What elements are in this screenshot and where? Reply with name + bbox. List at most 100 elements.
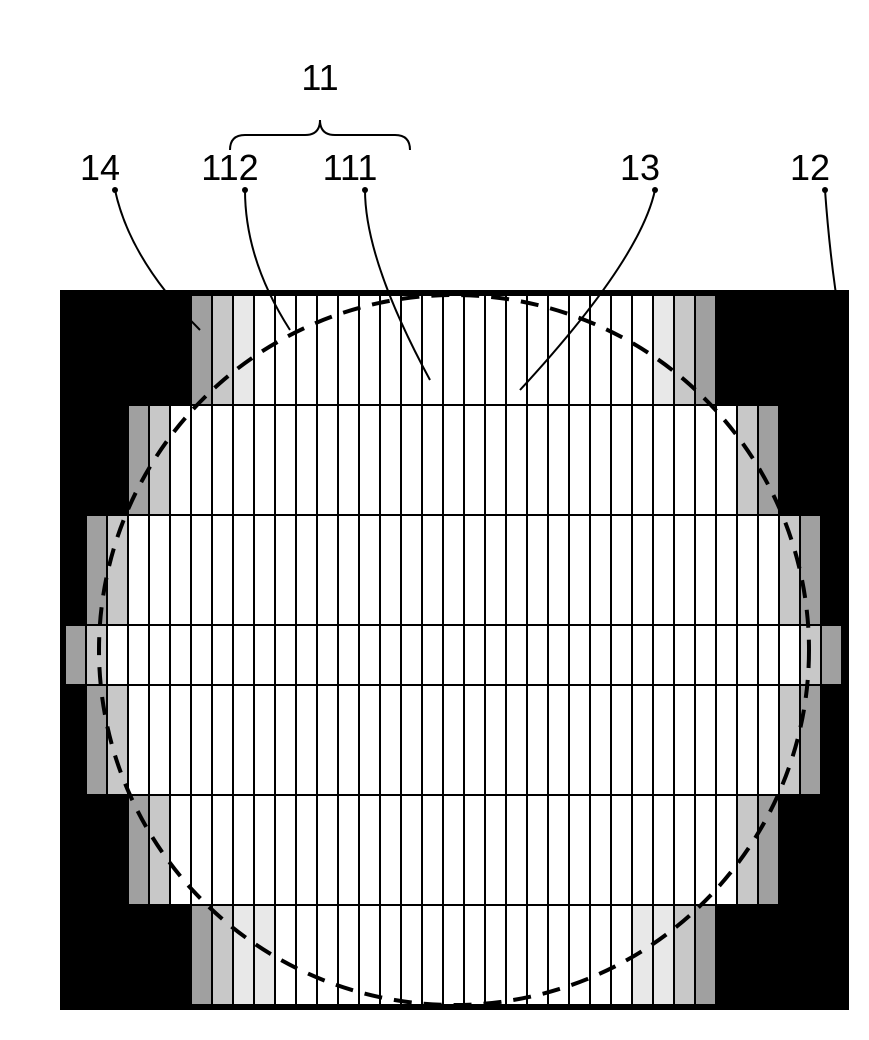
grid-cell bbox=[191, 685, 212, 795]
grid-cell bbox=[716, 685, 737, 795]
grid-cell bbox=[737, 625, 758, 685]
grid-cell bbox=[422, 625, 443, 685]
grid-cell bbox=[65, 625, 86, 685]
grid-cell bbox=[359, 905, 380, 1005]
grid-cell bbox=[548, 685, 569, 795]
grid-cell bbox=[128, 625, 149, 685]
grid-cell bbox=[422, 905, 443, 1005]
grid-cell bbox=[506, 685, 527, 795]
grid-cell bbox=[317, 905, 338, 1005]
grid-cell bbox=[632, 515, 653, 625]
grid-cell bbox=[611, 795, 632, 905]
grid-cell bbox=[422, 795, 443, 905]
grid-cell bbox=[212, 625, 233, 685]
grid-cell bbox=[317, 685, 338, 795]
grid-cell bbox=[149, 685, 170, 795]
grid-cell bbox=[611, 685, 632, 795]
grid-cell bbox=[569, 405, 590, 515]
label-l111: 111 bbox=[323, 147, 378, 188]
grid-cell bbox=[380, 625, 401, 685]
grid-cell bbox=[296, 405, 317, 515]
grid-cell bbox=[254, 905, 275, 1005]
grid-cell bbox=[296, 295, 317, 405]
grid-cell bbox=[233, 685, 254, 795]
grid-cell bbox=[695, 685, 716, 795]
grid-cell bbox=[590, 295, 611, 405]
grid-cell bbox=[380, 905, 401, 1005]
grid-cell bbox=[170, 795, 191, 905]
grid-cell bbox=[212, 405, 233, 515]
grid-cell bbox=[422, 405, 443, 515]
grid-cell bbox=[443, 795, 464, 905]
diagram-container: 14112111111312 bbox=[20, 20, 869, 1020]
grid-cell bbox=[233, 515, 254, 625]
grid-cell bbox=[506, 795, 527, 905]
grid-cell bbox=[296, 795, 317, 905]
grid-cell bbox=[653, 625, 674, 685]
grid-cell bbox=[548, 795, 569, 905]
label-l112: 112 bbox=[201, 147, 258, 188]
grid-cell bbox=[107, 625, 128, 685]
grid-cell bbox=[128, 685, 149, 795]
grid-cell bbox=[359, 625, 380, 685]
grid-cell bbox=[695, 515, 716, 625]
grid-cell bbox=[191, 795, 212, 905]
grid-cell bbox=[149, 405, 170, 515]
grid-cell bbox=[338, 515, 359, 625]
grid-cell bbox=[506, 295, 527, 405]
grid-cell bbox=[149, 625, 170, 685]
grid-cell bbox=[380, 515, 401, 625]
grid-cell bbox=[527, 295, 548, 405]
grid-cell bbox=[506, 405, 527, 515]
grid-cell bbox=[317, 295, 338, 405]
grid-cell bbox=[380, 685, 401, 795]
grid-cell bbox=[800, 515, 821, 625]
grid-cell bbox=[149, 515, 170, 625]
grid-cell bbox=[275, 685, 296, 795]
label-l12: 12 bbox=[790, 147, 830, 188]
grid-cell bbox=[254, 625, 275, 685]
grid-cell bbox=[821, 625, 842, 685]
grid-cell bbox=[569, 515, 590, 625]
grid-cell bbox=[422, 295, 443, 405]
grid-cell bbox=[506, 515, 527, 625]
grid-cell bbox=[569, 685, 590, 795]
grid-cell bbox=[233, 295, 254, 405]
grid-cell bbox=[737, 685, 758, 795]
grid-cell bbox=[611, 905, 632, 1005]
grid-cell bbox=[338, 795, 359, 905]
grid-cell bbox=[653, 905, 674, 1005]
grid-cell bbox=[800, 685, 821, 795]
grid-cell bbox=[779, 625, 800, 685]
grid-cell bbox=[212, 295, 233, 405]
grid-cell bbox=[443, 515, 464, 625]
grid-cell bbox=[695, 795, 716, 905]
grid-cell bbox=[716, 795, 737, 905]
grid-cell bbox=[359, 515, 380, 625]
grid-cell bbox=[254, 515, 275, 625]
grid-cell bbox=[653, 405, 674, 515]
grid-cell bbox=[632, 795, 653, 905]
grid-cell bbox=[401, 515, 422, 625]
grid-cell bbox=[632, 685, 653, 795]
grid-cell bbox=[590, 625, 611, 685]
grid-cell bbox=[716, 625, 737, 685]
grid-cell bbox=[359, 795, 380, 905]
grid-cell bbox=[191, 295, 212, 405]
grid-cell bbox=[86, 625, 107, 685]
grid-cell bbox=[695, 625, 716, 685]
grid-cell bbox=[233, 905, 254, 1005]
grid-cell bbox=[590, 685, 611, 795]
grid-cell bbox=[674, 625, 695, 685]
grid-cell bbox=[401, 685, 422, 795]
label-l13: 13 bbox=[620, 147, 660, 188]
grid-cell bbox=[674, 405, 695, 515]
grid-cell bbox=[485, 405, 506, 515]
grid-cell bbox=[296, 685, 317, 795]
grid-cell bbox=[527, 905, 548, 1005]
grid-cell bbox=[674, 795, 695, 905]
grid-cell bbox=[338, 405, 359, 515]
grid-cell bbox=[191, 625, 212, 685]
grid-cell bbox=[275, 795, 296, 905]
grid-cell bbox=[212, 515, 233, 625]
